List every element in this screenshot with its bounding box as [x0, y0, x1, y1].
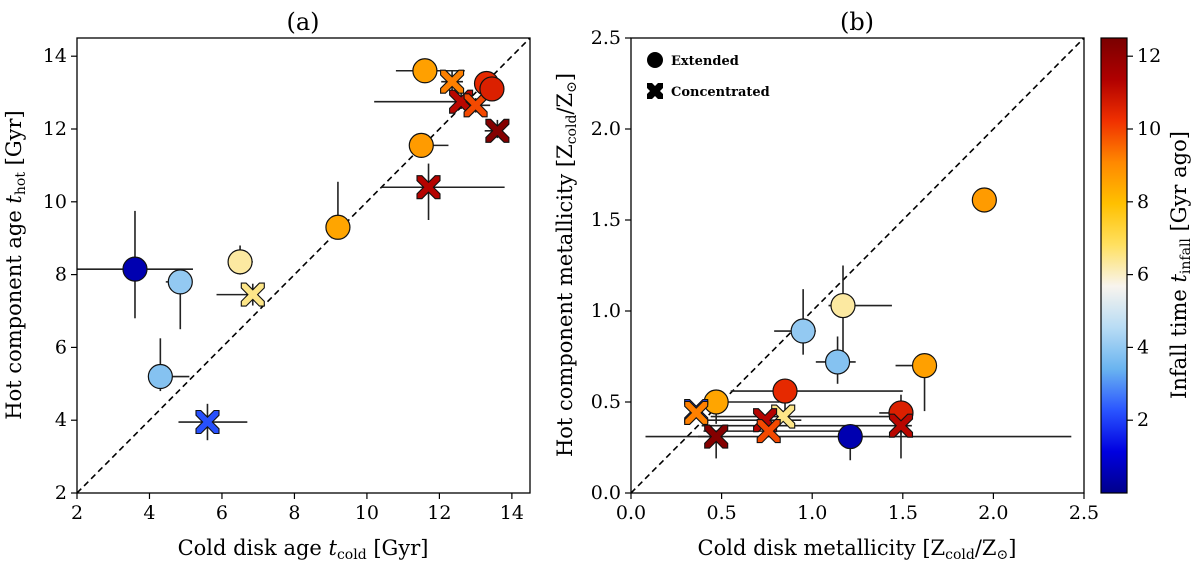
- panel-b-points: [684, 187, 997, 450]
- panel-a-title: (a): [286, 8, 319, 36]
- panel-a-points: [122, 58, 510, 435]
- panel-a-ytick-label: 12: [43, 118, 67, 140]
- panel-a-xtick-label: 14: [500, 502, 524, 524]
- panel-b-ytick-label: 0.0: [591, 482, 621, 504]
- data-point-circle: [412, 58, 438, 84]
- colorbar-tick-label: 10: [1137, 118, 1161, 140]
- panel-a-ylabel: Hot component age thot [Gyr]: [2, 110, 29, 419]
- panel-a-xtick-label: 8: [288, 502, 300, 524]
- panel-a: (a) 2 4 6 8 10 12 14 2 4 6 8 10 12 14 Cold disk age t…: [2, 8, 531, 563]
- data-point-cross: [195, 409, 220, 435]
- panel-b-xtick-label: 1.5: [888, 502, 918, 524]
- colorbar-ticks: 2 4 6 8 10 12: [1127, 45, 1161, 431]
- colorbar-tick-label: 8: [1137, 191, 1149, 213]
- data-point-cross: [440, 69, 465, 94]
- panel-b-ticks: 0.0 0.5 1.0 1.5 2.0 2.5 0.0 0.5 1.0 1.5 2.0 2.5: [591, 27, 1099, 524]
- panel-a-ytick-label: 6: [55, 336, 67, 358]
- legend-cross-marker: [647, 83, 663, 99]
- panel-a-refline: [77, 38, 530, 493]
- panel-a-ytick-label: 4: [55, 409, 67, 431]
- colorbar-tick-label: 12: [1137, 45, 1161, 67]
- panel-a-xtick-label: 12: [427, 502, 451, 524]
- legend-entry-concentrated: Concentrated: [647, 83, 770, 100]
- panel-b-xtick-label: 2.0: [978, 502, 1008, 524]
- panel-b-xlabel: Cold disk metallicity [Zcold/Z⊙]: [698, 536, 1017, 563]
- data-point-circle: [790, 318, 816, 344]
- data-point-circle: [167, 269, 193, 295]
- panel-a-xlabel: Cold disk age tcold [Gyr]: [178, 536, 429, 563]
- panel-a-xtick-label: 6: [216, 502, 228, 524]
- legend-circle-marker: [647, 52, 663, 68]
- panel-b-xtick-label: 0.0: [616, 502, 646, 524]
- panel-a-ytick-label: 8: [55, 264, 67, 286]
- data-point-circle: [824, 349, 851, 375]
- panel-b-xtick-label: 2.5: [1069, 502, 1099, 524]
- data-point-circle: [911, 353, 938, 379]
- data-point-cross: [485, 118, 510, 143]
- panel-b-frame: [630, 37, 1085, 494]
- panel-a-ytick-label: 2: [55, 482, 67, 504]
- legend-entry-extended: Extended: [647, 52, 739, 69]
- data-point-circle: [837, 423, 863, 450]
- data-point-cross: [463, 93, 488, 118]
- data-point-circle: [227, 249, 253, 275]
- panel-a-xtick-label: 4: [143, 502, 155, 524]
- colorbar-tick-label: 4: [1137, 336, 1149, 358]
- data-point-circle: [479, 76, 505, 102]
- data-point-circle: [147, 363, 173, 390]
- data-point-circle: [325, 214, 351, 240]
- panel-a-ytick-label: 14: [43, 45, 67, 67]
- data-point-circle: [122, 256, 148, 282]
- panel-b-ytick-label: 2.0: [591, 118, 621, 140]
- panel-a-ytick-label: 10: [43, 191, 67, 213]
- panel-a-xtick-label: 10: [355, 502, 379, 524]
- panel-b-title: (b): [840, 8, 874, 36]
- panel-a-ticks: 2 4 6 8 10 12 14 2 4 6 8 10 12 14: [43, 45, 524, 524]
- colorbar-label: Infall time tinfall [Gyr ago]: [1167, 131, 1194, 399]
- data-point-cross: [888, 413, 914, 438]
- legend: Extended Concentrated: [647, 52, 770, 100]
- panel-b-ytick-label: 0.5: [591, 391, 621, 413]
- colorbar-tick-label: 2: [1137, 409, 1149, 431]
- panel-a-frame: [76, 37, 531, 494]
- colorbar-gradient: [1100, 37, 1128, 494]
- panel-b-xtick-label: 1.0: [797, 502, 827, 524]
- data-point-circle: [772, 378, 798, 404]
- panel-b-xtick-label: 0.5: [706, 502, 736, 524]
- panel-b-ytick-label: 1.5: [591, 209, 621, 231]
- panel-a-errorbars: [77, 63, 505, 441]
- data-point-cross: [704, 424, 729, 449]
- data-point-cross: [240, 282, 265, 307]
- panel-b: (b) 0.0 0.5 1.0 1.5 2.0 2.5 0.0 0.5 1.0 1.5 2.0 2.5…: [553, 8, 1099, 563]
- data-point-circle: [830, 292, 856, 319]
- colorbar: 2 4 6 8 10 12 Infall time tinfall [Gyr ago]: [1100, 37, 1194, 494]
- panel-b-refline: [631, 38, 1084, 493]
- data-point-cross: [416, 175, 441, 200]
- panel-b-ylabel: Hot component metallicity [Zcold/Z⊙]: [553, 73, 580, 457]
- panel-a-xtick-label: 2: [71, 502, 83, 524]
- data-point-circle: [408, 132, 434, 158]
- data-point-cross: [684, 400, 709, 425]
- data-point-cross: [756, 419, 781, 444]
- data-point-circle: [971, 187, 997, 213]
- panel-b-ytick-label: 2.5: [591, 27, 621, 49]
- panel-b-ytick-label: 1.0: [591, 300, 621, 322]
- legend-label-concentrated: Concentrated: [671, 85, 770, 100]
- colorbar-tick-label: 6: [1137, 264, 1149, 286]
- legend-label-extended: Extended: [671, 54, 739, 69]
